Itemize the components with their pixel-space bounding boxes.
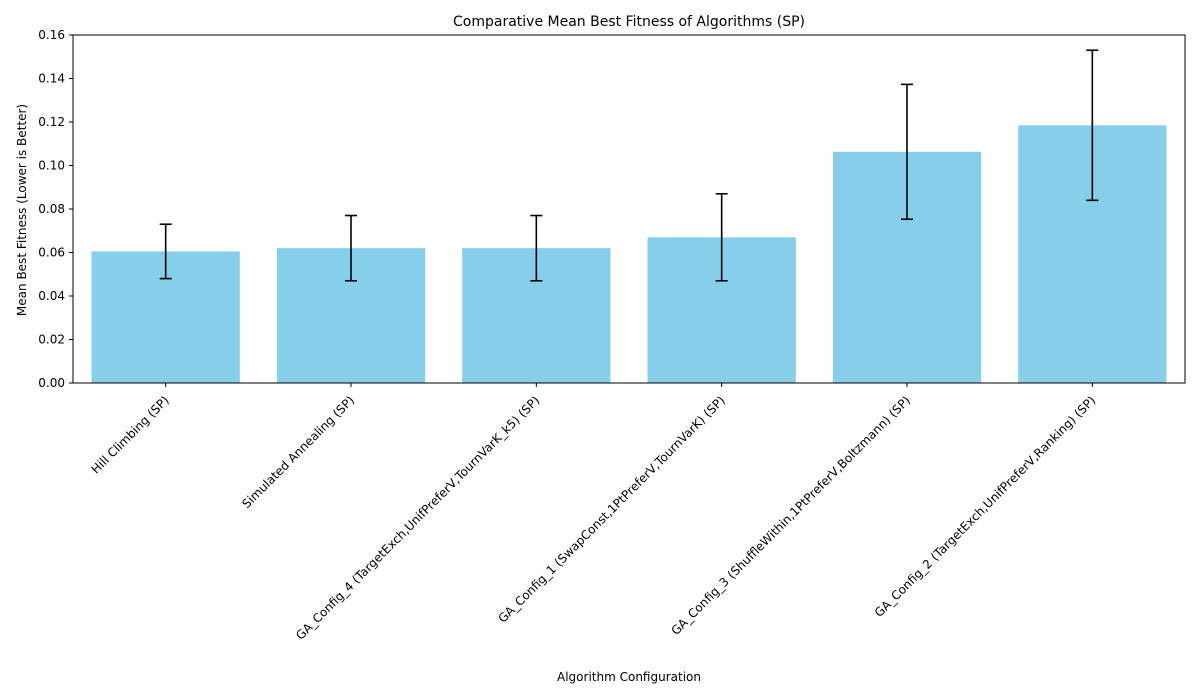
y-tick-label: 0.16 bbox=[38, 28, 65, 42]
y-tick-label: 0.14 bbox=[38, 72, 65, 86]
y-tick-label: 0.04 bbox=[38, 289, 65, 303]
y-tick-label: 0.00 bbox=[38, 376, 65, 390]
x-axis-label: Algorithm Configuration bbox=[557, 670, 701, 684]
y-tick-label: 0.10 bbox=[38, 159, 65, 173]
x-tick-label: Hill Climbing (SP) bbox=[89, 393, 172, 476]
y-axis-label: Mean Best Fitness (Lower is Better) bbox=[15, 104, 29, 316]
y-tick-label: 0.08 bbox=[38, 202, 65, 216]
x-tick-label: GA_Config_2 (TargetExch,UnifPreferV,Rank… bbox=[872, 393, 1099, 620]
plot-frame bbox=[72, 34, 1186, 384]
x-tick-label: GA_Config_3 (ShuffleWithin,1PtPreferV,Bo… bbox=[668, 393, 913, 638]
y-tick-label: 0.12 bbox=[38, 115, 65, 129]
plot-area: Hill Climbing (SP) Simulated Annealing (S… bbox=[38, 28, 1186, 643]
chart-title: Comparative Mean Best Fitness of Algorit… bbox=[453, 14, 805, 30]
y-tick-label: 0.02 bbox=[38, 333, 65, 347]
y-tick-label: 0.06 bbox=[38, 246, 65, 260]
x-tick-label: GA_Config_1 (SwapConst,1PtPreferV,TournV… bbox=[495, 393, 727, 625]
x-tick-label: Simulated Annealing (SP) bbox=[239, 393, 357, 511]
